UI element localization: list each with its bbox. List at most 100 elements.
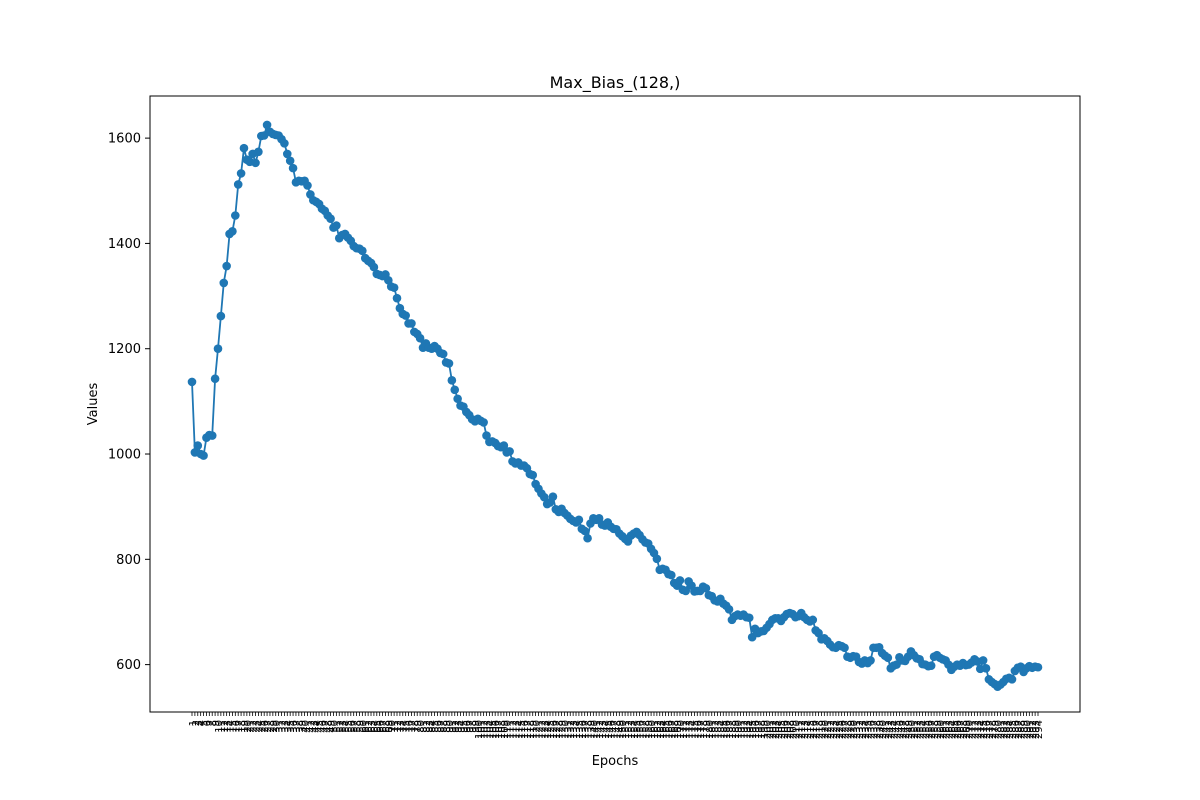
x-tick-label: 101 [477, 720, 488, 739]
x-tick-label: 11 [217, 720, 228, 733]
x-tick-label: 140 [589, 720, 600, 739]
x-tick-label: 223 [829, 720, 840, 739]
x-tick-label: 123 [540, 720, 551, 739]
x-tick-label: 156 [636, 720, 647, 739]
x-tick-label: 258 [930, 720, 941, 739]
data-point [450, 385, 460, 395]
y-axis: 600 800 1000 1200 1400 1600 [108, 132, 150, 673]
x-tick-label: 124 [543, 720, 554, 739]
x-tick-label: 68 [381, 720, 392, 733]
x-tick-label: 232 [855, 720, 866, 739]
x-tick-label: 294 [1034, 720, 1045, 739]
x-tick-label: 17 [234, 720, 245, 733]
x-tick-label: 106 [491, 720, 502, 739]
x-tick-label: 53 [338, 720, 349, 733]
x-tick-label: 126 [549, 720, 560, 739]
x-tick-label: 153 [627, 720, 638, 739]
x-tick-label: 102 [480, 720, 491, 739]
data-point [213, 344, 223, 354]
x-tick-label: 167 [667, 720, 678, 739]
y-tick-label: 600 [116, 658, 141, 673]
chart-title: Max_Bias_(128,) [550, 73, 681, 93]
data-point [479, 418, 488, 427]
x-tick-label: 237 [869, 720, 880, 739]
x-tick-label: 32 [278, 720, 289, 733]
x-tick-label: 277 [985, 720, 996, 739]
x-tick-label: 188 [728, 720, 739, 739]
x-tick-label: 180 [705, 720, 716, 739]
x-tick-label: 222 [826, 720, 837, 739]
x-axis: 1234567891011121314151617181920212223242… [188, 712, 1045, 739]
y-tick-label: 1400 [108, 237, 141, 252]
x-tick-label: 196 [751, 720, 762, 739]
data-point [444, 359, 454, 368]
x-tick-label: 225 [835, 720, 846, 739]
x-tick-label: 69 [384, 720, 395, 733]
x-tick-label: 52 [335, 720, 346, 733]
x-tick-label: 235 [864, 720, 875, 739]
x-tick-label: 25 [257, 720, 268, 733]
x-tick-label: 116 [520, 720, 531, 739]
x-tick-label: 176 [693, 720, 704, 739]
x-tick-label: 88 [439, 720, 450, 733]
data-point [236, 169, 246, 178]
x-tick-label: 203 [771, 720, 782, 739]
x-tick-label: 108 [497, 720, 508, 739]
x-tick-label: 112 [508, 720, 519, 739]
x-tick-label: 85 [431, 720, 442, 733]
x-tick-label: 100 [474, 720, 485, 739]
x-tick-label: 266 [953, 720, 964, 739]
x-tick-label: 66 [376, 720, 387, 733]
y-tick-label: 1000 [108, 448, 141, 463]
data-point [303, 181, 312, 190]
x-tick-label: 84 [428, 720, 439, 733]
data-point [392, 293, 402, 303]
x-tick-label: 152 [624, 720, 635, 739]
x-tick-label: 90 [445, 720, 456, 733]
x-tick-label: 269 [962, 720, 973, 739]
x-tick-label: 256 [924, 720, 935, 739]
x-tick-label: 178 [699, 720, 710, 739]
data-point [505, 447, 514, 456]
x-tick-label: 103 [483, 720, 494, 739]
x-tick-label: 49 [327, 720, 338, 733]
x-tick-label: 290 [1022, 720, 1033, 739]
data-point [866, 656, 875, 665]
x-tick-label: 74 [399, 720, 410, 733]
x-tick-label: 141 [592, 720, 603, 739]
data-point [280, 139, 289, 148]
x-tick-label: 89 [442, 720, 453, 733]
data-point [675, 576, 685, 585]
x-tick-label: 60 [358, 720, 369, 733]
x-tick-label: 150 [618, 720, 629, 739]
x-tick-label: 94 [457, 720, 468, 733]
x-tick-label: 227 [841, 720, 852, 739]
x-tick-label: 261 [939, 720, 950, 739]
y-tick-label: 1600 [108, 132, 141, 147]
data-point [926, 661, 936, 670]
x-tick-label: 215 [806, 720, 817, 739]
data-point [580, 526, 589, 536]
x-tick-label: 23 [252, 720, 263, 733]
x-tick-label: 129 [558, 720, 569, 739]
x-tick-label: 239 [875, 720, 886, 739]
x-tick-label: 145 [604, 720, 615, 739]
x-tick-label: 282 [999, 720, 1010, 739]
x-tick-label: 202 [768, 720, 779, 739]
x-tick-label: 220 [820, 720, 831, 739]
data-point [808, 615, 818, 625]
data-point [285, 156, 295, 166]
x-tick-label: 18 [237, 720, 248, 733]
x-tick-label: 8 [208, 720, 219, 726]
data-point [447, 376, 457, 385]
x-tick-label: 67 [379, 720, 390, 733]
x-tick-label: 37 [292, 720, 303, 733]
x-tick-label: 131 [563, 720, 574, 739]
data-point [528, 470, 538, 480]
y-tick-label: 800 [116, 553, 141, 568]
x-tick-label: 159 [644, 720, 655, 739]
data-point [231, 211, 240, 220]
x-tick-label: 21 [246, 720, 257, 733]
x-tick-label: 7 [205, 720, 216, 726]
x-tick-label: 200 [763, 720, 774, 739]
